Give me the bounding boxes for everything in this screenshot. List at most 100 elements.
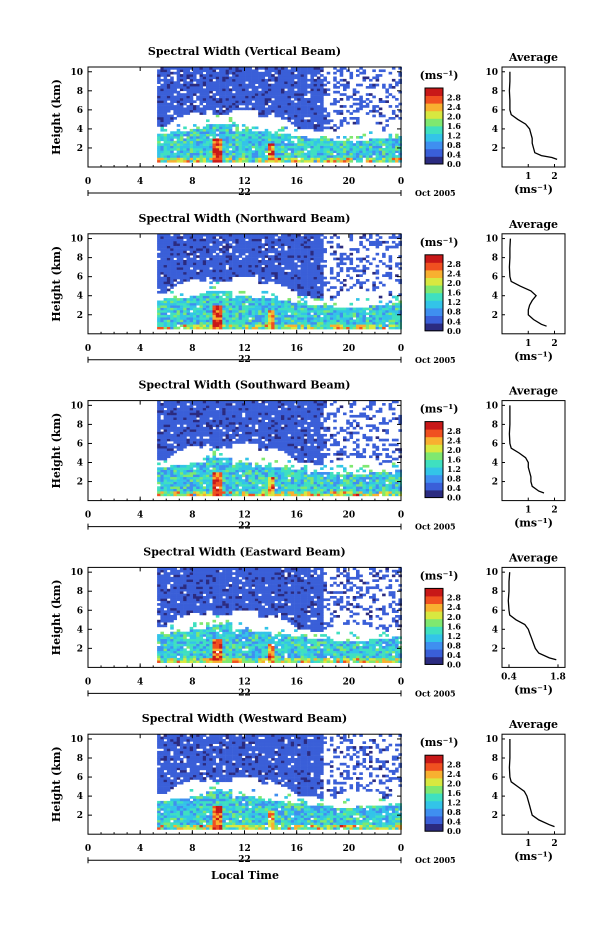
colorbar-swatch [425, 793, 443, 802]
colorbar-unit-label: (ms⁻¹) [420, 736, 459, 749]
colorbar-swatch [425, 634, 443, 642]
average-y-tick-label: 2 [492, 144, 498, 154]
colorbar-swatch [425, 323, 443, 332]
colorbar-swatch [425, 421, 443, 430]
colorbar-tick-label: 2.4 [447, 102, 461, 112]
colorbar-swatch [425, 315, 443, 324]
date-label: Oct 2005 [415, 522, 456, 532]
x-tick-label: 20 [343, 511, 356, 521]
average-x-tick-label: 1 [525, 506, 531, 516]
y-tick-label: 4 [77, 125, 83, 135]
x-tick-label: 0 [85, 511, 91, 521]
average-x-label: (ms⁻¹) [514, 850, 553, 863]
colorbar-frame [424, 421, 444, 499]
y-tick-label: 4 [77, 792, 83, 802]
colorbar-tick-label: 0.8 [447, 640, 461, 650]
colorbar-swatch [425, 490, 443, 498]
day-label: 22 [238, 188, 251, 198]
y-axis-label: Height (km) [50, 746, 63, 822]
average-frame [501, 733, 566, 835]
colorbar-swatch [425, 785, 443, 794]
colorbar-tick-label: 1.2 [447, 130, 461, 140]
colorbar-swatch [425, 118, 443, 127]
colorbar-tick-label: 2.8 [447, 760, 461, 770]
average-y-tick-label: 6 [492, 106, 498, 116]
colorbar-tick-label: 2.0 [447, 612, 461, 622]
colorbar-swatch [425, 436, 443, 445]
colorbar-tick-label: 2.8 [447, 259, 461, 269]
colorbar-tick-label: 0.4 [447, 483, 461, 493]
colorbar-swatch [425, 755, 443, 764]
colorbar-unit-label: (ms⁻¹) [420, 236, 459, 249]
x-tick-label: 8 [189, 511, 195, 521]
x-axis-label: Local Time [211, 869, 279, 882]
colorbar-tick-label: 2.8 [447, 92, 461, 102]
colorbar-swatch [425, 596, 443, 604]
heatmap [157, 734, 402, 830]
average-y-tick-label: 4 [492, 792, 498, 802]
y-tick-label: 8 [77, 87, 83, 97]
average-x-tick-label: 1 [525, 839, 531, 849]
average-frame [501, 400, 566, 502]
average-y-tick-label: 8 [492, 87, 498, 97]
average-title: Average [508, 551, 558, 564]
y-tick-label: 6 [77, 606, 83, 616]
colorbar-swatch [425, 141, 443, 150]
average-y-tick-label: 2 [492, 478, 498, 488]
x-tick-label: 0 [85, 677, 91, 687]
x-tick-label: 20 [343, 844, 356, 854]
colorbar-tick-label: 1.2 [447, 631, 461, 641]
average-y-tick-label: 8 [492, 254, 498, 264]
y-tick-label: 8 [77, 754, 83, 764]
average-y-tick-label: 6 [492, 439, 498, 449]
average-y-tick-label: 10 [485, 68, 498, 78]
colorbar-tick-label: 2.0 [447, 779, 461, 789]
y-tick-label: 4 [77, 292, 83, 302]
average-y-tick-label: 6 [492, 273, 498, 283]
colorbar-tick-label: 0.4 [447, 316, 461, 326]
colorbar-swatch [425, 626, 443, 635]
average-title: Average [508, 385, 558, 398]
average-y-tick-label: 10 [485, 235, 498, 245]
colorbar-tick-label: 2.8 [447, 593, 461, 603]
colorbar-tick-label: 1.6 [447, 454, 461, 464]
colorbar-swatch [425, 300, 443, 309]
day-label: 22 [238, 522, 251, 532]
average-profile-line [508, 405, 545, 494]
colorbar-unit-label: (ms⁻¹) [420, 69, 459, 82]
colorbar-tick-label: 0.4 [447, 817, 461, 827]
y-tick-label: 2 [77, 311, 83, 321]
colorbar-tick-label: 0.0 [447, 659, 461, 669]
colorbar-swatch [425, 429, 443, 438]
colorbar-swatch [425, 133, 443, 142]
colorbar-tick-label: 1.6 [447, 288, 461, 298]
average-y-tick-label: 10 [485, 735, 498, 745]
x-tick-label: 0 [85, 177, 91, 187]
x-tick-label: 8 [189, 177, 195, 187]
colorbar-swatch [425, 110, 443, 119]
panel-title: Spectral Width (Eastward Beam) [143, 545, 345, 558]
date-label: Oct 2005 [415, 855, 456, 865]
colorbar-tick-label: 0.0 [447, 159, 461, 169]
colorbar-swatch [425, 808, 443, 817]
colorbar-swatch [425, 823, 443, 832]
y-tick-label: 2 [77, 811, 83, 821]
average-frame [501, 233, 566, 335]
colorbar-frame [424, 254, 444, 332]
colorbar-tick-label: 1.6 [447, 121, 461, 131]
x-tick-label: 20 [343, 677, 356, 687]
average-y-tick-label: 10 [485, 401, 498, 411]
average-title: Average [508, 218, 558, 231]
x-tick-label: 16 [290, 677, 303, 687]
x-tick-label: 4 [137, 677, 143, 687]
colorbar-frame [424, 87, 444, 165]
colorbar-swatch [425, 656, 443, 665]
colorbar-swatch [425, 800, 443, 809]
colorbar-tick-label: 1.2 [447, 464, 461, 474]
y-axis-label: Height (km) [50, 79, 63, 155]
average-y-tick-label: 8 [492, 587, 498, 597]
colorbar-swatch [425, 611, 443, 620]
heatmap [157, 400, 402, 497]
